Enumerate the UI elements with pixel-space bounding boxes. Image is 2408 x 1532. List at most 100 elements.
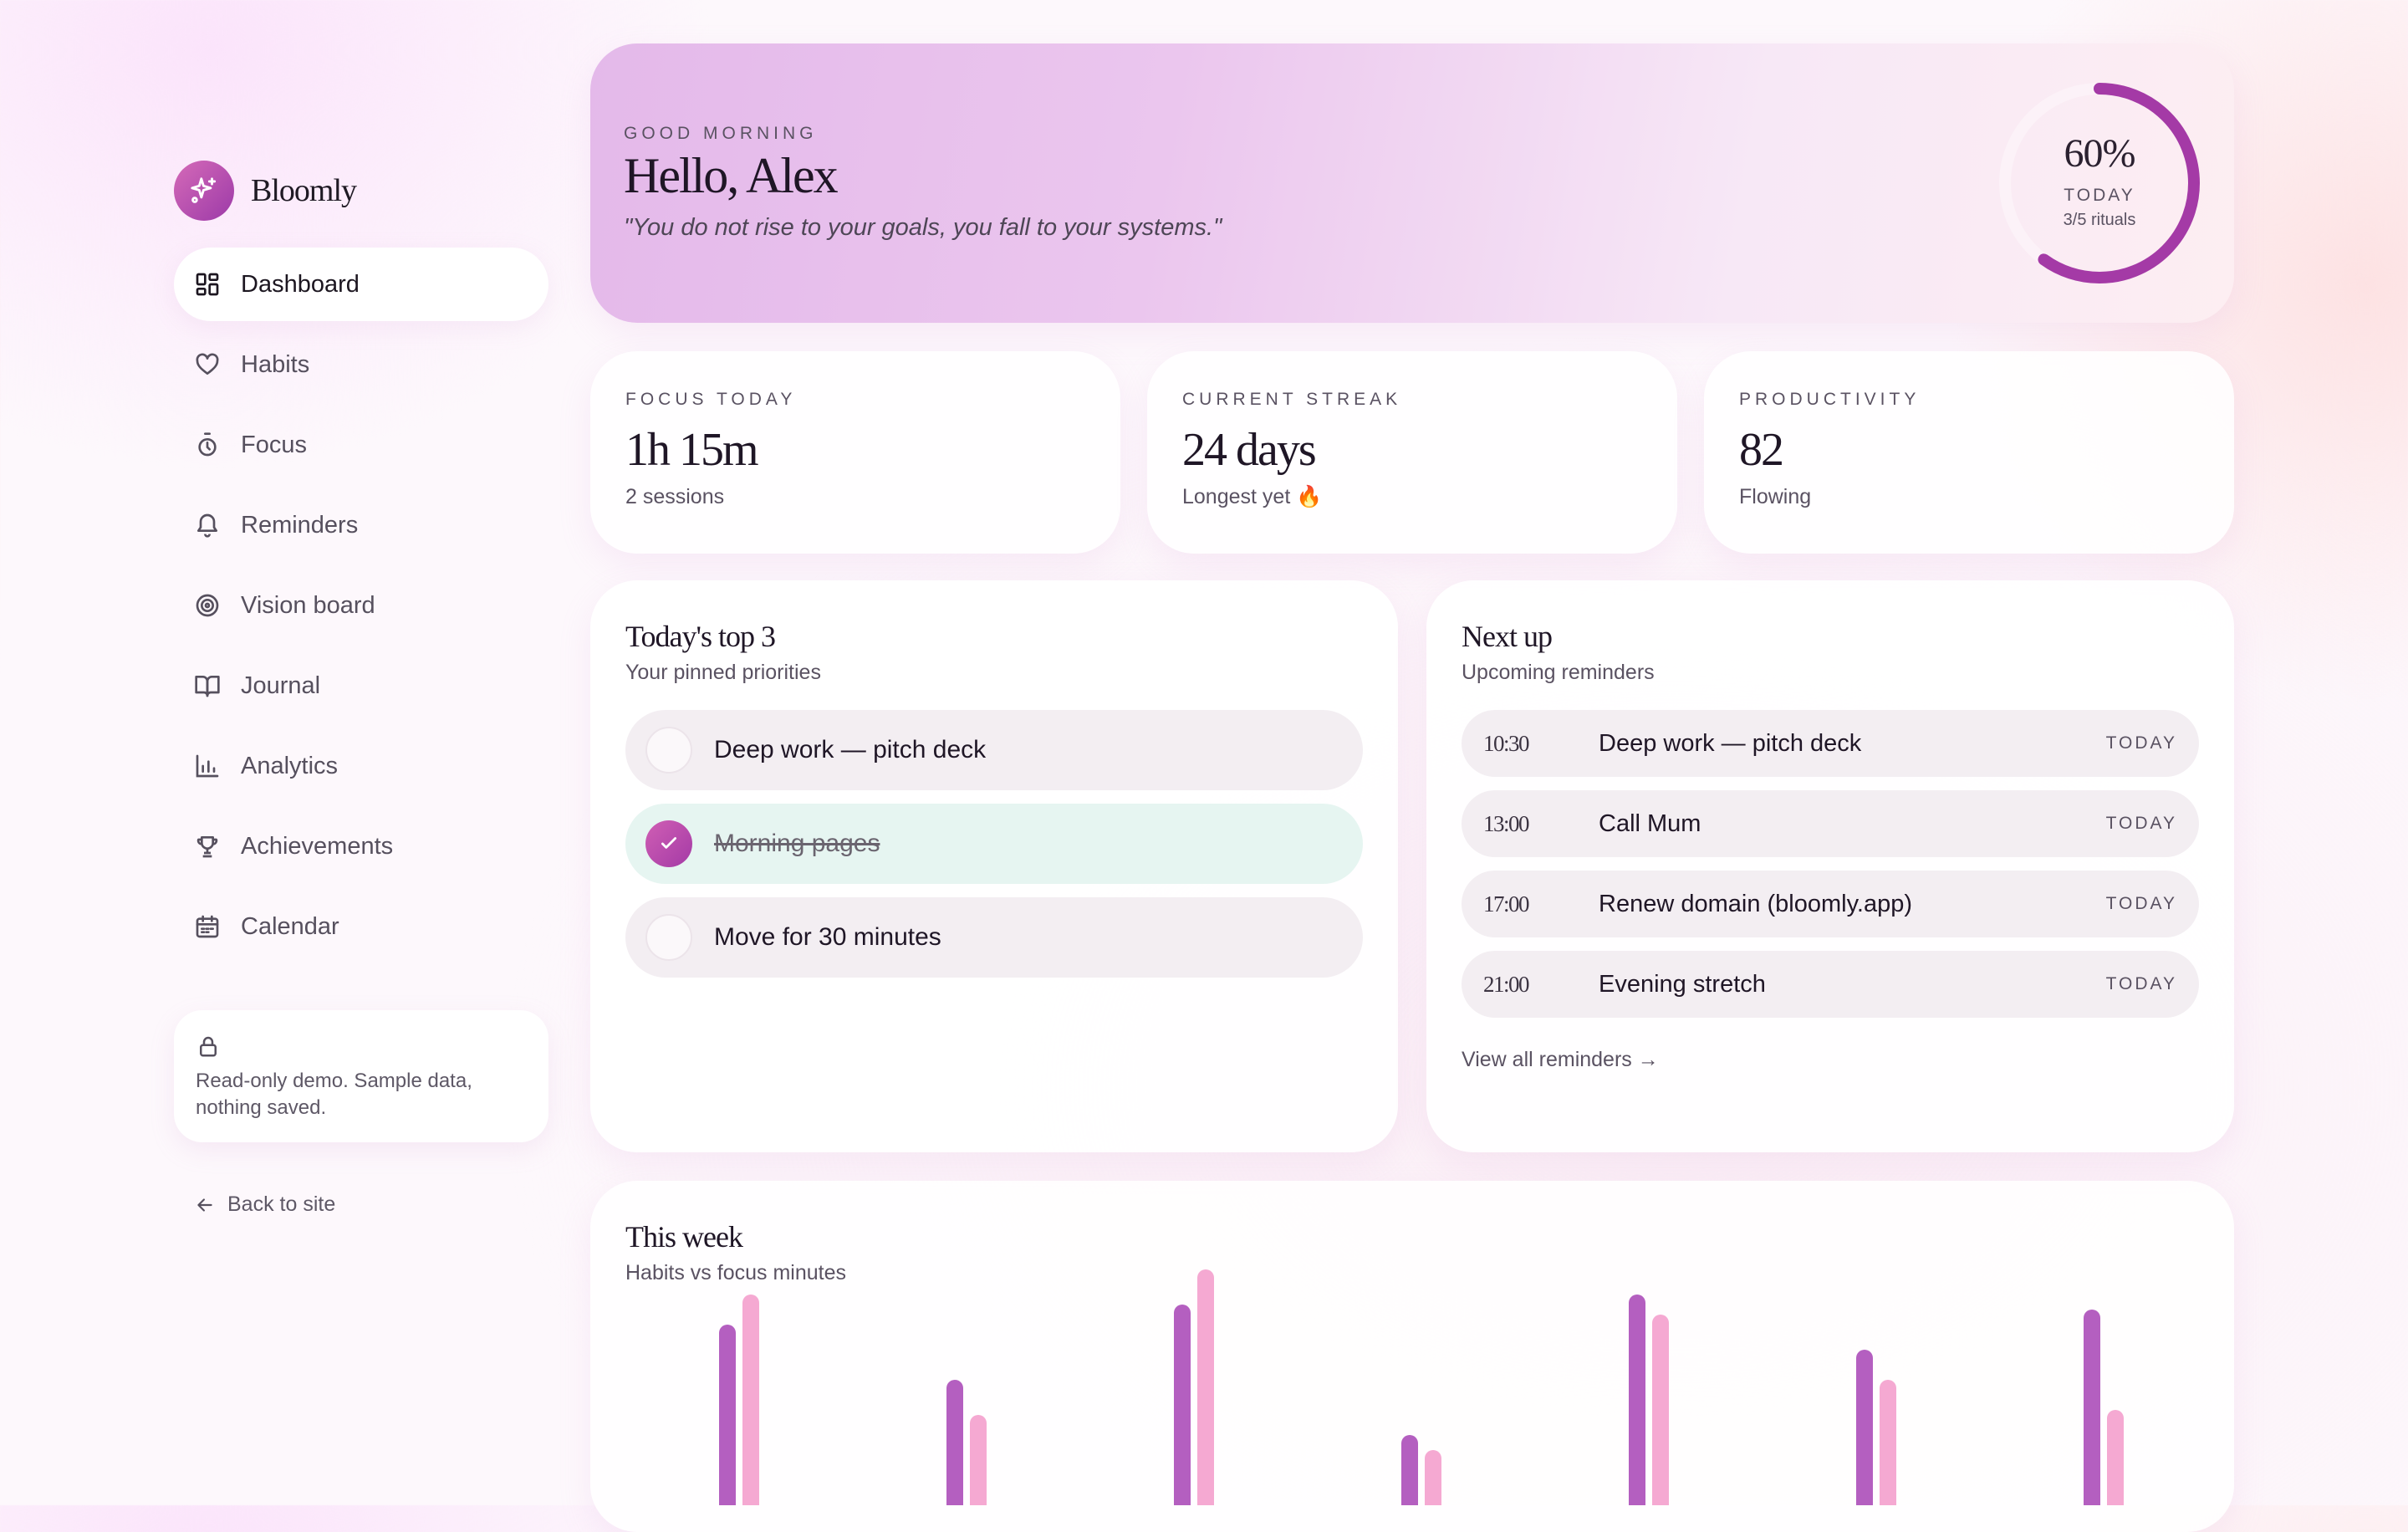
target-icon [196, 594, 219, 617]
checkmark-icon [661, 837, 676, 849]
sidebar-nav: Dashboard Habits Focus Reminders Vision … [174, 248, 548, 963]
sidebar-item-label: Habits [241, 350, 310, 378]
reminder-time: 21:00 [1483, 971, 1530, 997]
weekly-chart-title: This week [625, 1220, 743, 1254]
reminder-row[interactable]: 13:00 Call Mum TODAY [1462, 790, 2199, 857]
priority-checkbox[interactable] [645, 820, 692, 867]
chart-bar-series1-3 [1174, 1305, 1191, 1505]
sidebar-item-label: Journal [241, 672, 321, 699]
progress-ring-fill [1999, 83, 2200, 283]
brand[interactable]: Bloomly [174, 161, 548, 221]
stat-value: 82 [1739, 424, 1784, 476]
sidebar-item-label: Achievements [241, 832, 394, 860]
sidebar-item-vision-board[interactable]: Vision board [174, 569, 548, 642]
priority-item[interactable]: Move for 30 minutes [625, 897, 1363, 978]
stat-label: PRODUCTIVITY [1739, 390, 1921, 409]
chart-bar-series2-2 [970, 1415, 987, 1505]
stat-card-productivity: PRODUCTIVITY 82 Flowing [1704, 351, 2234, 554]
sidebar-item-dashboard[interactable]: Dashboard [174, 248, 548, 321]
sidebar-item-achievements[interactable]: Achievements [174, 809, 548, 883]
next-up-card: Next up Upcoming reminders 10:30 Deep wo… [1426, 580, 2234, 1152]
weekly-chart-subtitle: Habits vs focus minutes [625, 1261, 846, 1284]
sparkle-icon [174, 161, 234, 221]
weekly-bar-chart [719, 1269, 2124, 1505]
timer-icon [198, 432, 217, 457]
sidebar-item-label: Focus [241, 431, 307, 458]
next-up-subtitle: Upcoming reminders [1462, 661, 1655, 684]
reminder-tag: TODAY [2105, 733, 2177, 753]
reminder-time: 10:30 [1483, 730, 1530, 756]
chart-bar-series1-7 [2084, 1310, 2100, 1505]
stat-value: 24 days [1182, 424, 1317, 476]
priorities-title: Today's top 3 [625, 620, 776, 653]
back-to-site-link[interactable]: Back to site [174, 1192, 548, 1217]
sidebar-item-label: Reminders [241, 511, 359, 539]
priority-text: Move for 30 minutes [714, 923, 941, 951]
chart-bar-series2-5 [1652, 1315, 1669, 1505]
sidebar: Bloomly Dashboard Habits Focus Reminders… [174, 161, 548, 1217]
stat-card-streak: CURRENT STREAK 24 days Longest yet 🔥 [1147, 351, 1677, 554]
heart-icon [196, 353, 219, 375]
next-up-title: Next up [1462, 620, 1553, 653]
reminder-tag: TODAY [2105, 974, 2177, 993]
priority-text: Deep work — pitch deck [714, 736, 987, 763]
demo-notice-text: Read-only demo. Sample data, nothing sav… [196, 1070, 472, 1119]
chart-bar-series2-6 [1880, 1380, 1896, 1505]
priority-text: Morning pages [714, 830, 880, 857]
page-title: Hello, Alex [624, 148, 839, 203]
priority-checkbox[interactable] [645, 727, 692, 774]
chart-bar-series1-6 [1856, 1350, 1873, 1505]
progress-percent: 60% [2064, 131, 2136, 176]
weekly-chart-card: This week Habits vs focus minutes [590, 1181, 2234, 1532]
bell-icon [197, 513, 217, 538]
chart-bar-series2-4 [1425, 1450, 1441, 1505]
reminder-text: Renew domain (bloomly.app) [1599, 890, 1913, 917]
reminder-row[interactable]: 21:00 Evening stretch TODAY [1462, 951, 2199, 1018]
stat-label: CURRENT STREAK [1182, 390, 1402, 409]
reminder-list: 10:30 Deep work — pitch deck TODAY 13:00… [1462, 710, 2199, 1018]
priorities-subtitle: Your pinned priorities [625, 661, 821, 684]
grid-icon [196, 273, 219, 296]
sidebar-item-calendar[interactable]: Calendar [174, 890, 548, 963]
reminder-text: Evening stretch [1599, 970, 1766, 998]
sidebar-item-label: Dashboard [241, 270, 360, 298]
sidebar-item-focus[interactable]: Focus [174, 408, 548, 482]
lock-icon [200, 1036, 217, 1057]
demo-notice: Read-only demo. Sample data, nothing sav… [174, 1010, 548, 1142]
sidebar-item-habits[interactable]: Habits [174, 328, 548, 401]
priority-item[interactable]: Morning pages [625, 804, 1363, 884]
sidebar-item-journal[interactable]: Journal [174, 649, 548, 723]
sidebar-item-label: Analytics [241, 752, 339, 779]
sidebar-item-reminders[interactable]: Reminders [174, 488, 548, 562]
back-to-site-label: Back to site [227, 1192, 336, 1216]
chart-bar-series2-3 [1197, 1269, 1214, 1505]
priority-checkbox[interactable] [645, 914, 692, 961]
stat-sub: Longest yet 🔥 [1182, 485, 1323, 508]
reminder-text: Call Mum [1599, 809, 1701, 837]
stat-label: FOCUS TODAY [625, 390, 797, 409]
priorities-list: Deep work — pitch deck Morning pages Mov… [625, 710, 1363, 978]
reminder-time: 17:00 [1483, 891, 1530, 917]
chart-bar-series1-1 [719, 1325, 736, 1505]
priority-item[interactable]: Deep work — pitch deck [625, 710, 1363, 790]
sidebar-item-analytics[interactable]: Analytics [174, 729, 548, 803]
view-all-reminders-link[interactable]: View all reminders → [1462, 1048, 1659, 1071]
stat-value: 1h 15m [625, 424, 759, 476]
reminder-tag: TODAY [2105, 814, 2177, 833]
hero-card: GOOD MORNING Hello, Alex "You do not ris… [590, 43, 2234, 323]
chart-bar-series2-7 [2107, 1410, 2124, 1505]
reminder-row[interactable]: 17:00 Renew domain (bloomly.app) TODAY [1462, 871, 2199, 937]
calendar-icon [196, 915, 219, 938]
reminder-text: Deep work — pitch deck [1599, 729, 1862, 757]
priorities-card: Today's top 3 Your pinned priorities Dee… [590, 580, 1398, 1152]
reminder-time: 13:00 [1483, 810, 1530, 836]
greeting-eyebrow: GOOD MORNING [624, 124, 818, 143]
chart-bar-series1-2 [946, 1380, 963, 1505]
sidebar-item-label: Calendar [241, 912, 339, 940]
reminder-row[interactable]: 10:30 Deep work — pitch deck TODAY [1462, 710, 2199, 777]
stat-card-focus: FOCUS TODAY 1h 15m 2 sessions [590, 351, 1120, 554]
book-icon [195, 676, 220, 697]
progress-label: TODAY [2064, 186, 2135, 205]
progress-rituals: 3/5 rituals [2063, 211, 2136, 229]
chart-bar-series1-4 [1401, 1435, 1418, 1505]
